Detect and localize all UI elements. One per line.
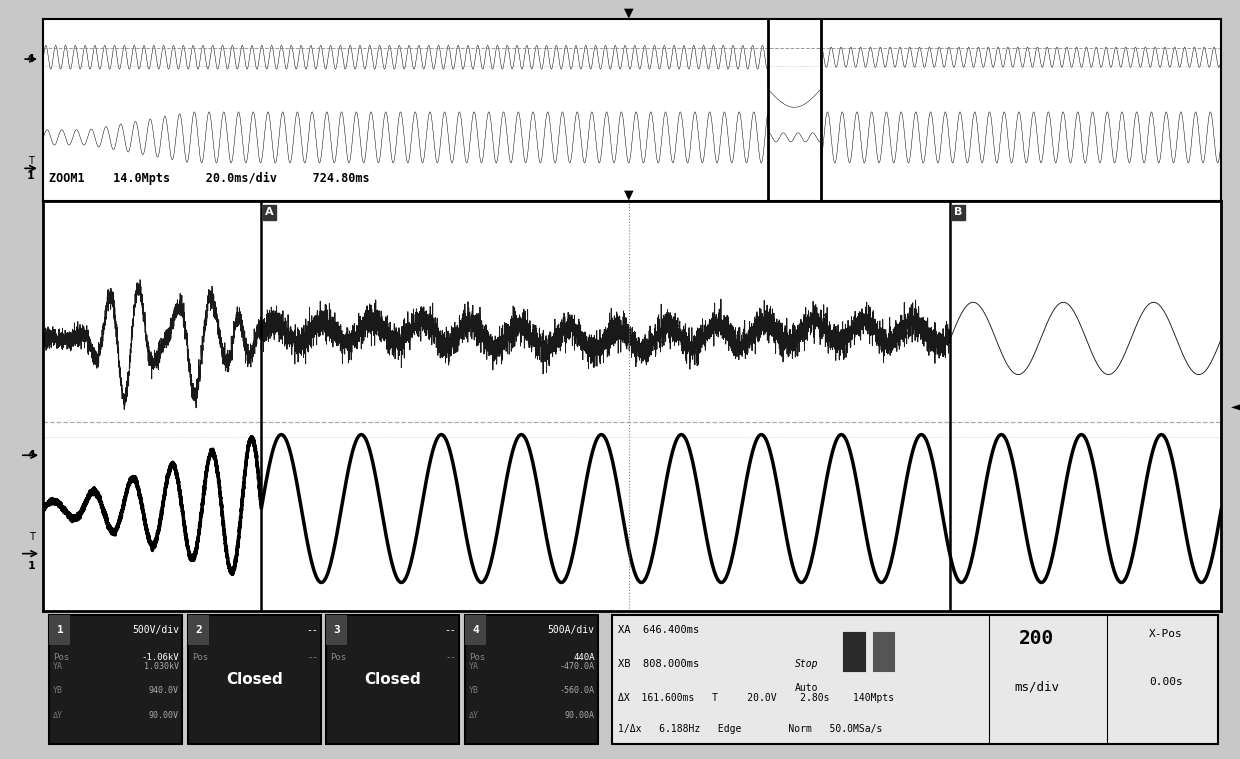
Text: 4: 4 bbox=[27, 450, 35, 460]
Text: --: -- bbox=[306, 625, 317, 635]
Text: ZOOM1    14.0Mpts     20.0ms/div     724.80ms: ZOOM1 14.0Mpts 20.0ms/div 724.80ms bbox=[50, 172, 370, 184]
Bar bbox=[465, 615, 598, 744]
Bar bbox=[326, 615, 347, 645]
Text: Pos: Pos bbox=[330, 653, 346, 663]
Text: Pos: Pos bbox=[469, 653, 485, 663]
Text: Stop: Stop bbox=[795, 659, 818, 669]
Text: 440A: 440A bbox=[573, 653, 595, 663]
Text: ΔX  161.600ms   T     20.0V    2.80s    140Mpts: ΔX 161.600ms T 20.0V 2.80s 140Mpts bbox=[619, 693, 894, 703]
Text: Closed: Closed bbox=[365, 672, 422, 687]
Text: YB: YB bbox=[53, 686, 63, 695]
Text: T: T bbox=[30, 532, 35, 542]
Text: --: -- bbox=[445, 653, 455, 663]
Text: 1: 1 bbox=[27, 561, 35, 571]
Text: 1.030kV: 1.030kV bbox=[144, 662, 179, 670]
Text: 2: 2 bbox=[196, 625, 202, 635]
Text: 4: 4 bbox=[472, 625, 479, 635]
Text: -560.0A: -560.0A bbox=[559, 686, 595, 695]
Text: 200: 200 bbox=[1019, 628, 1054, 647]
Text: 90.00A: 90.00A bbox=[564, 710, 595, 720]
Text: XB  808.000ms: XB 808.000ms bbox=[619, 659, 699, 669]
Text: 90.00V: 90.00V bbox=[149, 710, 179, 720]
Text: 1: 1 bbox=[26, 171, 33, 181]
Text: 500V/div: 500V/div bbox=[131, 625, 179, 635]
Text: 940.0V: 940.0V bbox=[149, 686, 179, 695]
Bar bbox=[188, 615, 321, 744]
Bar bbox=[326, 615, 459, 744]
Text: 500A/div: 500A/div bbox=[548, 625, 595, 635]
Text: Closed: Closed bbox=[227, 672, 283, 687]
Text: Auto: Auto bbox=[795, 683, 818, 694]
Text: B: B bbox=[954, 207, 962, 217]
Text: -1.06kV: -1.06kV bbox=[141, 653, 179, 663]
Text: 1/Δx   6.188Hz   Edge        Norm   50.0MSa/s: 1/Δx 6.188Hz Edge Norm 50.0MSa/s bbox=[619, 724, 883, 735]
Text: Pos: Pos bbox=[53, 653, 69, 663]
Bar bbox=[613, 615, 1218, 744]
Text: --: -- bbox=[444, 625, 455, 635]
Text: ▼: ▼ bbox=[624, 188, 634, 201]
Text: YB: YB bbox=[469, 686, 479, 695]
Text: T: T bbox=[29, 156, 33, 166]
Text: Pos: Pos bbox=[192, 653, 208, 663]
Text: 1: 1 bbox=[57, 625, 63, 635]
Bar bbox=[842, 631, 866, 672]
Text: YA: YA bbox=[469, 662, 479, 670]
Text: ΔY: ΔY bbox=[469, 710, 479, 720]
Text: --: -- bbox=[308, 653, 317, 663]
Text: A: A bbox=[265, 207, 274, 217]
Text: 4: 4 bbox=[26, 54, 33, 64]
Text: X-Pos: X-Pos bbox=[1149, 628, 1183, 639]
Text: 0.00s: 0.00s bbox=[1149, 676, 1183, 687]
Bar bbox=[872, 631, 895, 672]
Bar bbox=[188, 615, 210, 645]
Text: YA: YA bbox=[53, 662, 63, 670]
Text: ms/div: ms/div bbox=[1014, 681, 1059, 694]
Text: XA  646.400ms: XA 646.400ms bbox=[619, 625, 699, 635]
Bar bbox=[50, 615, 182, 744]
Bar bbox=[465, 615, 486, 645]
Text: -470.0A: -470.0A bbox=[559, 662, 595, 670]
Text: ΔY: ΔY bbox=[53, 710, 63, 720]
Bar bbox=[50, 615, 71, 645]
Text: ▼: ▼ bbox=[624, 6, 634, 19]
Text: 3: 3 bbox=[334, 625, 340, 635]
Text: ◄: ◄ bbox=[1231, 399, 1240, 413]
